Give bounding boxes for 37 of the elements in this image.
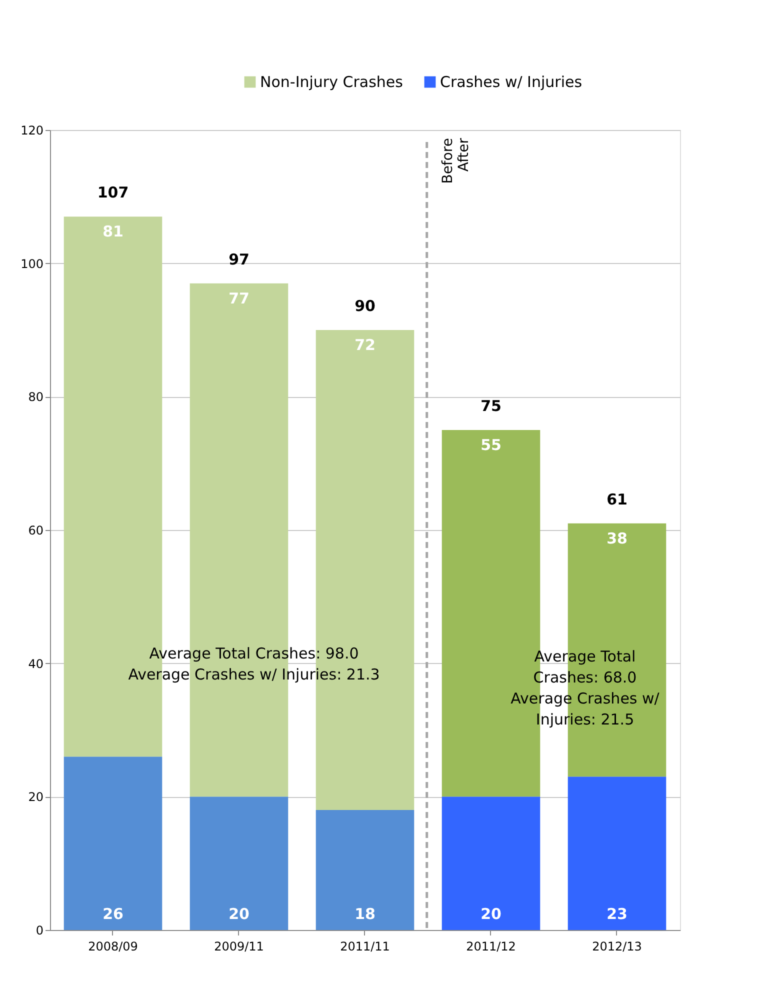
total-label: 97 (228, 250, 250, 268)
total-label: 75 (480, 397, 502, 415)
data-label: 20 (480, 905, 502, 923)
y-tick-label: 40 (28, 656, 44, 671)
data-label: 72 (354, 336, 376, 354)
y-tick-label: 60 (28, 524, 44, 538)
y-tick-label: 120 (20, 124, 44, 138)
bar (64, 756, 162, 930)
annotation: After (456, 138, 472, 172)
annotation: Average Total Crashes: 98.0 Average Crashes w/ Injuries: 21.3 (128, 644, 380, 684)
data-label: 18 (354, 905, 376, 923)
bar (316, 810, 414, 930)
legend-label: Non-Injury Crashes (260, 73, 404, 91)
annotation: Before (440, 138, 456, 184)
x-tick-label: 2012/13 (592, 940, 642, 954)
data-label: 23 (606, 905, 628, 923)
bar (442, 796, 540, 930)
y-tick-label: 80 (28, 390, 44, 404)
data-label: 20 (228, 905, 250, 923)
data-label: 38 (606, 529, 628, 548)
total-label: 107 (97, 184, 129, 202)
bar (190, 796, 288, 930)
x-tick-label: 2011/11 (340, 940, 390, 954)
x-tick-label: 2011/12 (466, 940, 516, 954)
y-tick-label: 20 (28, 790, 44, 804)
total-label: 61 (606, 490, 628, 508)
y-tick-label: 0 (36, 924, 44, 938)
total-label: 90 (354, 297, 376, 315)
data-label: 81 (102, 222, 124, 241)
data-label: 77 (228, 289, 250, 308)
y-tick-label: 100 (20, 256, 44, 271)
x-tick-label: 2008/09 (88, 940, 138, 954)
x-tick-label: 2009/11 (214, 940, 264, 954)
bar (568, 776, 666, 930)
legend-label: Crashes w/ Injuries (440, 73, 582, 91)
data-label: 55 (480, 436, 502, 454)
data-label: 26 (102, 905, 124, 923)
